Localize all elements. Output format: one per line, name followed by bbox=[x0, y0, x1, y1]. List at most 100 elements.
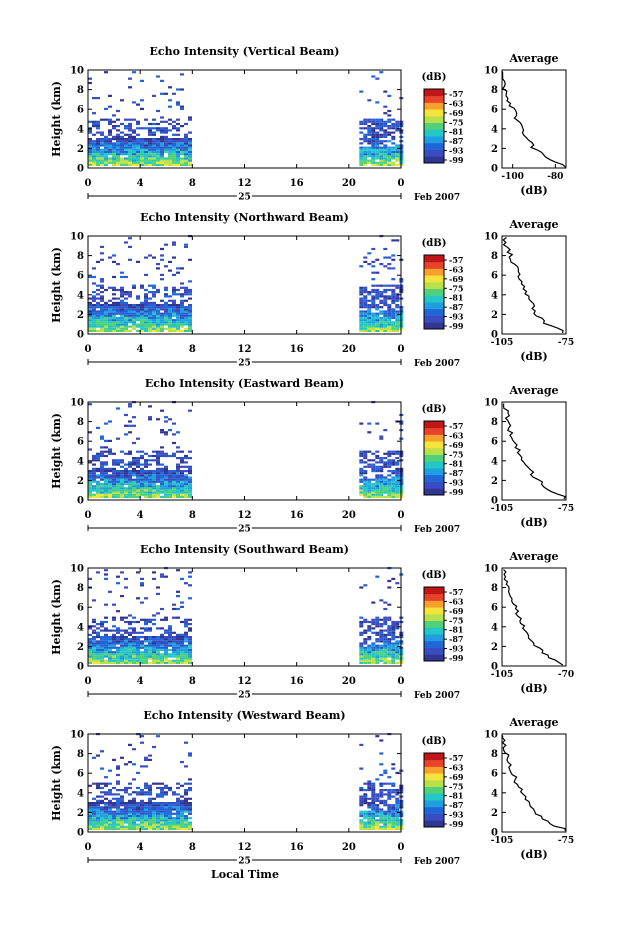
heatmap-cell bbox=[176, 446, 180, 449]
heatmap-cell bbox=[367, 495, 372, 498]
heatmap-cell bbox=[144, 804, 148, 807]
heatmap-cell bbox=[359, 644, 364, 647]
colorbar-tick-label: -87 bbox=[449, 302, 463, 312]
heatmap-cell bbox=[140, 316, 144, 320]
heatmap-cell bbox=[375, 808, 380, 811]
heatmap-cell bbox=[395, 478, 400, 481]
panel-1: Echo Intensity (Northward Beam)Height (k… bbox=[50, 211, 574, 371]
colorbar-swatch bbox=[424, 468, 444, 476]
heatmap-cell bbox=[108, 808, 112, 811]
average-y-tick-label: 8 bbox=[491, 417, 498, 428]
heatmap-cell bbox=[88, 129, 92, 132]
heatmap-cell bbox=[359, 474, 364, 477]
colorbar-swatch bbox=[424, 427, 444, 435]
heatmap-cell bbox=[383, 817, 388, 820]
heatmap-cell bbox=[391, 812, 396, 815]
heatmap-cell bbox=[112, 297, 116, 300]
y-axis-label: Height (km) bbox=[50, 413, 63, 489]
heatmap-cell bbox=[104, 653, 108, 656]
heatmap-cell bbox=[144, 808, 148, 811]
heatmap-cell bbox=[164, 661, 168, 664]
heatmap-cell bbox=[391, 470, 396, 473]
heatmap-cell bbox=[104, 71, 108, 74]
heatmap-cell bbox=[176, 814, 180, 818]
heatmap-cell bbox=[144, 146, 148, 149]
heatmap-cell bbox=[128, 819, 132, 822]
heatmap-cell bbox=[176, 314, 180, 317]
y-tick-label: 6 bbox=[77, 437, 84, 448]
heatmap-cell bbox=[128, 133, 132, 136]
heatmap-cell bbox=[180, 485, 184, 488]
heatmap-cell bbox=[128, 452, 132, 455]
heatmap-cell bbox=[176, 457, 180, 460]
heatmap-cell bbox=[379, 817, 384, 820]
heatmap-cell bbox=[104, 474, 108, 477]
heatmap-cell bbox=[184, 793, 188, 796]
heatmap-cell bbox=[116, 146, 120, 149]
heatmap-cell bbox=[100, 478, 104, 481]
heatmap-cell bbox=[172, 120, 176, 123]
heatmap-cell bbox=[371, 129, 376, 132]
heatmap-cell bbox=[391, 810, 396, 813]
heatmap-cell bbox=[168, 155, 172, 158]
heatmap-cell bbox=[387, 487, 392, 490]
heatmap-cell bbox=[168, 633, 172, 636]
heatmap-cell bbox=[132, 812, 136, 815]
heatmap-cell bbox=[116, 610, 120, 613]
heatmap-cell bbox=[383, 159, 388, 162]
heatmap-cell bbox=[176, 802, 180, 805]
heatmap-cell bbox=[395, 153, 400, 156]
heatmap-cell bbox=[379, 793, 384, 796]
heatmap-cells bbox=[88, 567, 404, 664]
heatmap-cell bbox=[120, 812, 124, 815]
heatmap-cell bbox=[120, 819, 124, 822]
heatmap-cell bbox=[375, 810, 380, 813]
heatmap-cell bbox=[391, 480, 396, 483]
heatmap-cell bbox=[395, 797, 400, 800]
heatmap-cell bbox=[387, 644, 392, 647]
heatmap-cell bbox=[375, 161, 380, 164]
heatmap-cell bbox=[124, 636, 128, 639]
heatmap-cell bbox=[383, 465, 388, 468]
heatmap-cell bbox=[367, 308, 372, 311]
heatmap-cell bbox=[160, 819, 164, 822]
heatmap-cell bbox=[371, 797, 376, 800]
heatmap-cell bbox=[184, 457, 188, 460]
heatmap-cell bbox=[172, 793, 176, 796]
heatmap-cell bbox=[124, 133, 128, 136]
date-label: Feb 2007 bbox=[414, 525, 460, 535]
heatmap-cell bbox=[96, 474, 100, 477]
heatmap-cell bbox=[359, 297, 364, 300]
heatmap-cell bbox=[136, 827, 140, 830]
heatmap-cell bbox=[359, 138, 364, 141]
heatmap-cell bbox=[112, 304, 116, 307]
heatmap-cell bbox=[104, 288, 108, 292]
heatmap-cell bbox=[379, 814, 384, 818]
heatmap-cell bbox=[88, 140, 92, 143]
heatmap-cell bbox=[104, 157, 108, 160]
heatmap-cell bbox=[140, 489, 144, 492]
heatmap-cell bbox=[124, 297, 128, 300]
heatmap-cell bbox=[164, 651, 168, 654]
heatmap-cell bbox=[112, 814, 116, 818]
heatmap-cell bbox=[391, 138, 396, 141]
average-y-tick-label: 2 bbox=[491, 808, 498, 819]
heatmap-cell bbox=[168, 819, 172, 822]
heatmap-cell bbox=[152, 133, 156, 136]
heatmap-cell bbox=[188, 636, 192, 639]
heatmap-cell bbox=[128, 476, 132, 479]
heatmap-cell bbox=[100, 144, 104, 147]
heatmap-cell bbox=[96, 316, 100, 320]
heatmap-cell bbox=[168, 480, 172, 483]
heatmap-cell bbox=[172, 640, 176, 643]
heatmap-cell bbox=[168, 146, 172, 149]
heatmap-cell bbox=[120, 491, 124, 494]
heatmap-cell bbox=[379, 295, 384, 298]
heatmap-cell bbox=[168, 118, 172, 121]
heatmap-cell bbox=[140, 478, 144, 481]
x-tick-label: 4 bbox=[137, 510, 144, 521]
heatmap-cell bbox=[100, 286, 104, 289]
x-tick-label: 8 bbox=[189, 178, 196, 189]
heatmap-cell bbox=[395, 646, 400, 649]
heatmap-cell bbox=[172, 433, 176, 436]
